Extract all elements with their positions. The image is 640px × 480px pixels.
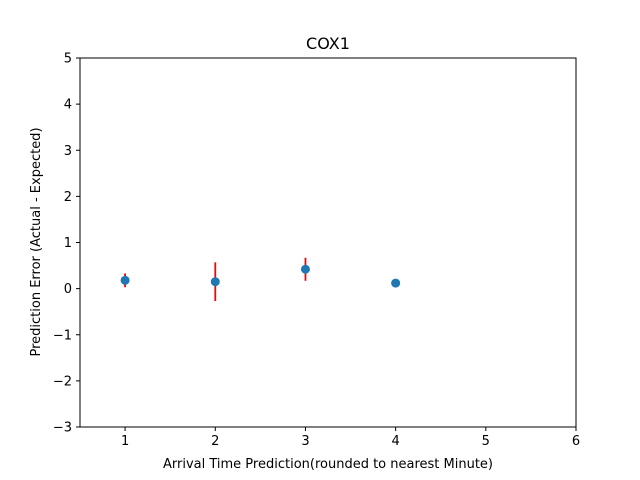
y-tick-label: 5 [64,52,72,67]
x-tick-label: 5 [482,434,490,449]
y-tick-label: 0 [64,282,72,297]
y-tick-label: −1 [53,328,72,343]
x-tick-label: 4 [391,434,399,449]
y-tick-label: 2 [64,190,72,205]
x-tick-label: 6 [572,434,580,449]
data-point [391,278,401,288]
x-tick-label: 1 [121,434,129,449]
data-point [210,277,220,287]
y-tick-label: 4 [64,98,72,113]
data-point [120,275,130,285]
y-tick-label: 3 [64,144,72,159]
x-axis-label: Arrival Time Prediction(rounded to neare… [163,457,493,472]
y-tick-label: −3 [53,421,72,436]
tick-layer: 1 2 3 4 5 6 −3 −2 −1 0 1 2 3 4 5 [53,52,580,450]
y-tick-label: −2 [53,374,72,389]
plot-area-frame [79,57,577,428]
x-tick-label: 2 [211,434,219,449]
y-axis-label: Prediction Error (Actual - Expected) [29,127,44,356]
chart-title: COX1 [306,34,350,53]
point-layer [120,264,401,288]
y-tick-label: 1 [64,236,72,251]
data-point [300,264,310,274]
x-tick-label: 3 [301,434,309,449]
